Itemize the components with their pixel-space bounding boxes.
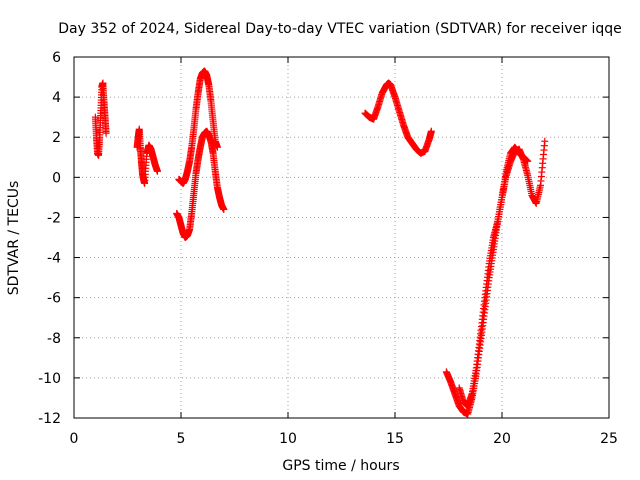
y-tick-label: -2 — [47, 210, 61, 226]
data-point — [220, 205, 228, 213]
x-tick-label: 10 — [279, 431, 297, 447]
grid-lines — [74, 57, 609, 418]
data-point — [524, 157, 532, 165]
data-point — [541, 137, 549, 145]
x-tick-label: 15 — [386, 431, 404, 447]
y-tick-label: -10 — [38, 371, 61, 387]
x-tick-label: 5 — [177, 431, 186, 447]
y-tick-label: -12 — [38, 411, 61, 427]
x-axis-title: GPS time / hours — [282, 458, 399, 474]
data-point — [153, 167, 161, 175]
chart-title: Day 352 of 2024, Sidereal Day-to-day VTE… — [58, 21, 622, 37]
x-tick-label: 0 — [70, 431, 79, 447]
y-tick-label: -6 — [47, 291, 61, 307]
x-tick-label: 25 — [600, 431, 618, 447]
data-point — [102, 129, 110, 137]
x-tick-label: 20 — [493, 431, 511, 447]
plot-frame — [73, 56, 610, 419]
y-tick-label: 2 — [52, 130, 61, 146]
y-tick-label: 0 — [52, 170, 61, 186]
data-point — [213, 143, 221, 151]
y-tick-label: 6 — [52, 50, 61, 66]
data-point — [427, 127, 435, 135]
y-tick-label: -8 — [47, 331, 61, 347]
y-tick-label: -4 — [47, 251, 61, 267]
axis-ticks: 0 5 10 15 20 25 -12 -10 -8 -6 -4 -2 0 2 4 6 — [38, 50, 618, 447]
y-axis-title: SDTVAR / TECUs — [6, 181, 22, 296]
data-points — [91, 67, 549, 418]
y-tick-label: 4 — [52, 90, 61, 106]
